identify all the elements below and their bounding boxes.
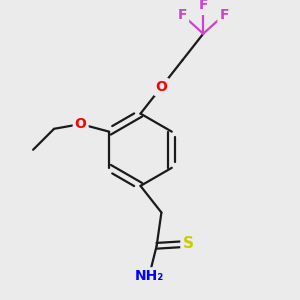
Text: S: S [182, 236, 194, 251]
Text: O: O [155, 80, 167, 94]
Text: NH₂: NH₂ [134, 269, 164, 283]
Text: F: F [219, 8, 229, 22]
Text: F: F [178, 8, 187, 22]
Text: O: O [75, 117, 87, 131]
Text: F: F [199, 0, 208, 12]
